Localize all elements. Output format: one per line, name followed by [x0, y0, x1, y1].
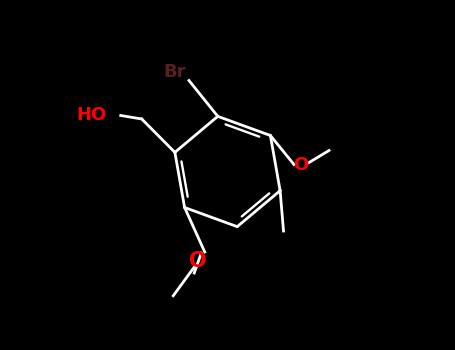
Text: O: O — [189, 251, 207, 271]
Text: Br: Br — [163, 63, 186, 81]
Text: HO: HO — [76, 106, 107, 125]
Text: O: O — [293, 155, 308, 174]
